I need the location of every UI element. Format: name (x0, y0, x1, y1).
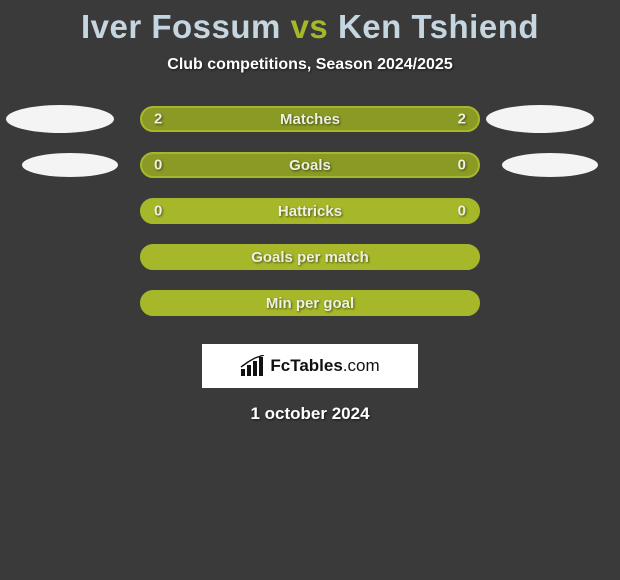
stat-label: Goals per match (251, 249, 369, 266)
subtitle: Club competitions, Season 2024/2025 (0, 56, 620, 74)
stat-value-right: 2 (458, 111, 466, 128)
stat-row: Min per goal (0, 280, 620, 326)
logo-box: FcTables.com (202, 344, 418, 388)
stat-pill: Goals per match (140, 244, 480, 270)
stat-value-right: 0 (458, 203, 466, 220)
page-title: Iver Fossum vs Ken Tshiend (0, 8, 620, 46)
logo-chart-icon (240, 355, 266, 377)
stat-value-left: 0 (154, 157, 162, 174)
logo-text: FcTables.com (270, 356, 379, 376)
stat-value-left: 2 (154, 111, 162, 128)
logo-text-light: .com (343, 356, 380, 375)
date-label: 1 october 2024 (0, 404, 620, 424)
stat-row: Matches 2 2 (0, 96, 620, 142)
player-marker-left (6, 105, 114, 133)
stat-value-left: 0 (154, 203, 162, 220)
stat-value-right: 0 (458, 157, 466, 174)
stat-pill: Matches 2 2 (140, 106, 480, 132)
stat-row: Goals 0 0 (0, 142, 620, 188)
player-marker-left (22, 153, 118, 177)
stat-pill: Min per goal (140, 290, 480, 316)
stat-label: Matches (280, 111, 340, 128)
stat-label: Goals (289, 157, 331, 174)
stat-rows: Matches 2 2 Goals 0 0 Hattricks 0 0 Goals per mat… (0, 96, 620, 326)
player2-name: Ken Tshiend (338, 8, 539, 45)
vs-separator: vs (291, 8, 329, 45)
stat-row: Hattricks 0 0 (0, 188, 620, 234)
stat-fill-left (142, 154, 310, 176)
comparison-card: Iver Fossum vs Ken Tshiend Club competit… (0, 0, 620, 424)
stat-row: Goals per match (0, 234, 620, 280)
stat-label: Min per goal (266, 295, 354, 312)
player1-name: Iver Fossum (81, 8, 281, 45)
logo-text-bold: FcTables (270, 356, 342, 375)
player-marker-right (502, 153, 598, 177)
stat-fill-right (310, 154, 478, 176)
player-marker-right (486, 105, 594, 133)
stat-pill: Hattricks 0 0 (140, 198, 480, 224)
stat-pill: Goals 0 0 (140, 152, 480, 178)
stat-label: Hattricks (278, 203, 342, 220)
